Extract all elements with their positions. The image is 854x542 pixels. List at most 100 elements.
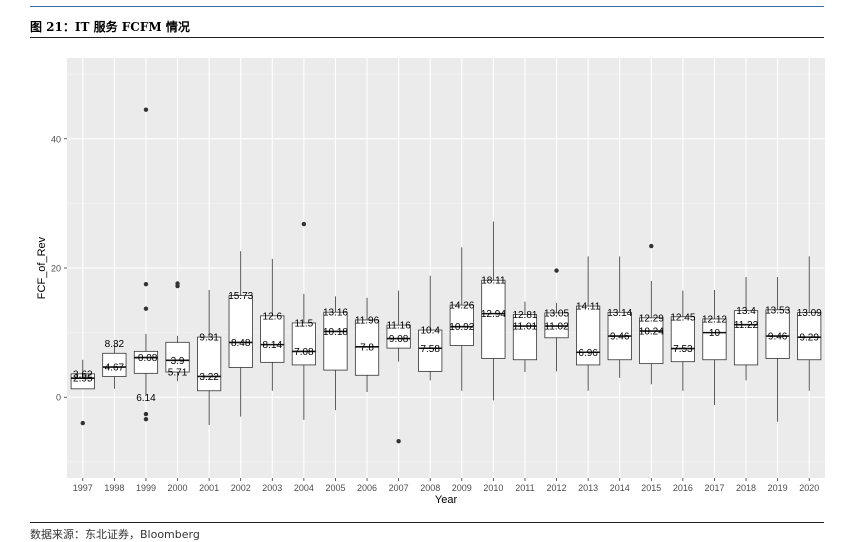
outlier-point [396, 438, 401, 444]
median-label: 11.22 [734, 320, 759, 331]
x-tick-label: 2008 [420, 483, 440, 493]
box-body [765, 309, 790, 359]
box-body [291, 322, 316, 366]
mean-label: 12.29 [639, 313, 664, 324]
mean-label: 12.81 [512, 310, 537, 321]
x-tick-label: 2006 [357, 483, 377, 493]
median-label: 9.29 [799, 333, 819, 344]
box-2019: 13.53 9.46 [765, 277, 791, 422]
y-tick-label: 20 [51, 264, 61, 274]
outlier-point [649, 243, 654, 249]
title-rule [30, 37, 824, 38]
box-body [197, 336, 222, 392]
outlier-point [80, 420, 85, 426]
box-2007: 11.16 9.08 [386, 290, 411, 444]
bottom-rule [30, 522, 824, 523]
x-tick-label: 1998 [104, 483, 124, 493]
box-body [481, 279, 506, 359]
box-body [386, 324, 411, 349]
mean-label: 13.53 [765, 305, 790, 316]
box-2006: 11.96 7.8 [355, 297, 380, 393]
box-1999: 6.14 -0.08 [133, 107, 159, 422]
grid-lines [67, 58, 825, 478]
x-tick-label: 1999 [136, 483, 156, 493]
x-tick-label: 2013 [578, 483, 598, 493]
median-label: 10.24 [639, 327, 664, 338]
figure-title: 图 21：IT 服务 FCFM 情况 [30, 20, 190, 34]
box-2013: 14.11 6.96 [576, 256, 601, 391]
box-body [165, 341, 190, 373]
box-body [797, 312, 822, 361]
x-tick-label: 2017 [704, 483, 724, 493]
mean-label: 18.11 [481, 276, 506, 287]
median-label: 9.46 [768, 332, 788, 343]
x-tick-label: 2014 [610, 483, 630, 493]
box-body [102, 352, 127, 377]
median-label: 10 [709, 328, 721, 339]
median-label: 3.22 [199, 372, 219, 383]
box-2009: 14.26 10.92 [449, 247, 475, 391]
x-tick-label: 2005 [325, 483, 345, 493]
x-tick-label: 2019 [768, 483, 788, 493]
median-label: 7.8 [360, 342, 374, 353]
box-2004: 11.5 7.08 [291, 221, 316, 420]
mean-label: 13.09 [797, 308, 822, 319]
x-tick-label: 2020 [799, 483, 819, 493]
box-body [418, 329, 443, 372]
mean-label: 13.4 [736, 306, 756, 317]
outlier-point [143, 417, 149, 422]
mean-label: 13.05 [544, 308, 569, 319]
box-2017: 12.12 10 [702, 289, 727, 405]
mean-label: 3.62 [73, 369, 93, 380]
y-tick-label: 0 [56, 393, 61, 403]
box-2001: 9.31 3.22 [197, 289, 222, 426]
box-body [639, 317, 664, 365]
top-rule [30, 6, 824, 7]
x-tick-label: 2001 [199, 483, 219, 493]
x-tick-label: 2007 [389, 483, 409, 493]
median-label: 4.67 [105, 363, 125, 374]
axes: 0 20 40 1997 1998 1999 2000 2001 2002 2003 2004 200… [51, 134, 819, 493]
x-tick-label: 2002 [231, 483, 251, 493]
x-tick-label: 2009 [452, 483, 472, 493]
x-tick-label: 1997 [73, 483, 93, 493]
mean-label: 13.14 [607, 308, 632, 319]
mean-label: 11.5 [295, 318, 314, 329]
mean-label: 15.73 [228, 291, 253, 302]
box-body [449, 304, 474, 346]
mean-label: 12.6 [263, 311, 283, 322]
mean-label: 14.11 [576, 302, 601, 313]
outlier-point [143, 107, 149, 112]
x-tick-label: 2000 [168, 483, 188, 493]
box-body [323, 311, 348, 371]
mean-label: 5.71 [168, 368, 188, 379]
box-2020: 13.09 9.29 [797, 256, 822, 391]
source-note: 数据来源：东北证券，Bloomberg [30, 528, 200, 541]
chart-area: 3.62 2.95 8.32 4.67 6.14 -0.08 5.71 3.9 9.31 3.22… [0, 40, 854, 510]
box-2010: 18.11 12.94 [481, 221, 506, 401]
boxplot-chart: 3.622.95 8.32 4.67 6.14 -0.08 5.713.9 9.31 3.22… [36, 58, 825, 506]
x-tick-label: 2012 [547, 483, 567, 493]
outlier-point [554, 268, 559, 273]
x-tick-label: 2011 [515, 483, 534, 493]
median-label: 8.14 [263, 340, 283, 351]
outlier-point [175, 283, 180, 289]
box-series: 3.622.95 8.32 4.67 6.14 -0.08 5.713.9 9.31 3.22… [70, 107, 822, 444]
median-label: 3.9 [171, 356, 185, 367]
mean-label: 10.4 [420, 326, 440, 337]
median-label: 12.94 [481, 309, 506, 320]
x-tick-label: 2016 [673, 483, 693, 493]
outlier-point [143, 281, 149, 287]
outlier-point [143, 306, 149, 311]
box-2003: 12.6 8.14 [260, 258, 285, 391]
box-1998: 8.32 4.67 [102, 339, 127, 389]
x-tick-label: 2018 [736, 483, 756, 493]
outlier-point [301, 221, 307, 227]
box-2016: 12.45 7.53 [670, 290, 696, 391]
mean-label: 12.12 [702, 314, 727, 325]
median-label: 10.92 [449, 322, 474, 333]
median-label: 9.08 [389, 334, 409, 345]
median-label: 2.95 [73, 374, 93, 385]
median-label: 9.46 [610, 332, 630, 343]
median-label: 6.96 [578, 348, 598, 359]
